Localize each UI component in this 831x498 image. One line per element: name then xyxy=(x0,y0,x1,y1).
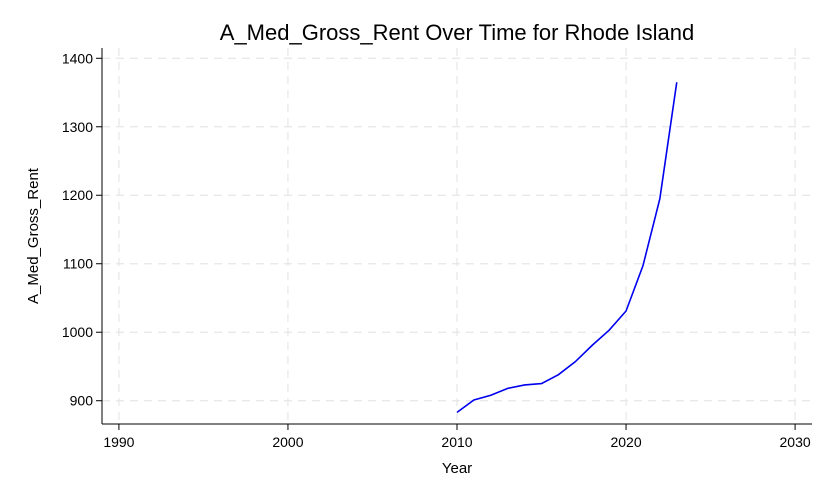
x-tick-label-2010: 2010 xyxy=(441,434,472,450)
x-ticks: 1990 2000 2010 2020 2030 xyxy=(103,424,811,450)
x-tick-label-2030: 2030 xyxy=(780,434,811,450)
x-tick-label-1990: 1990 xyxy=(103,434,134,450)
x-tick-label-2000: 2000 xyxy=(272,434,303,450)
y-tick-label-900: 900 xyxy=(70,393,94,409)
x-axis-label: Year xyxy=(442,460,472,477)
y-tick-label-1000: 1000 xyxy=(62,324,93,340)
y-axis-label: A_Med_Gross_Rent xyxy=(25,167,42,304)
y-ticks: 900 1000 1100 1200 1300 1400 xyxy=(62,50,102,409)
y-tick-label-1200: 1200 xyxy=(62,187,93,203)
chart-title: A_Med_Gross_Rent Over Time for Rhode Isl… xyxy=(220,20,694,45)
y-tick-label-1100: 1100 xyxy=(63,256,93,272)
x-tick-label-2020: 2020 xyxy=(610,434,641,450)
grid-lines xyxy=(102,48,812,424)
y-tick-label-1300: 1300 xyxy=(62,119,93,135)
series-line-0 xyxy=(456,82,678,414)
series-layer xyxy=(456,82,678,414)
y-tick-label-1400: 1400 xyxy=(62,50,93,66)
